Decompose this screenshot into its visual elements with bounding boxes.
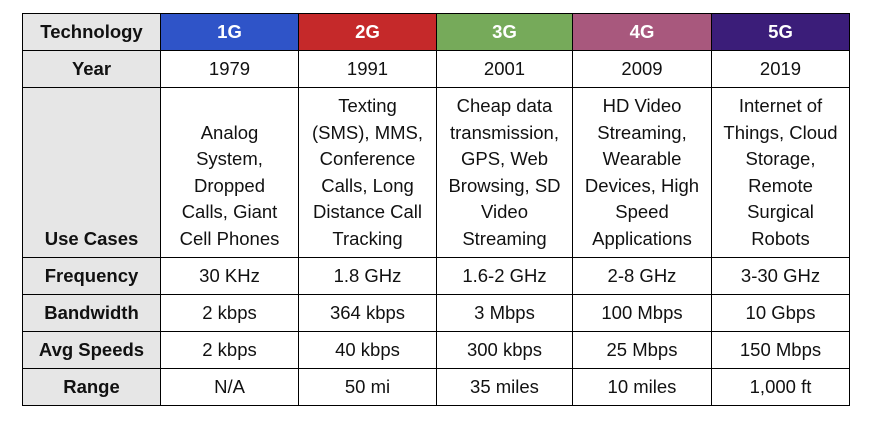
header-4g: 4G (572, 13, 712, 51)
header-row: Technology 1G 2G 3G 4G 5G (22, 13, 850, 51)
table-cell: Internet of Things, Cloud Storage, Remot… (711, 87, 850, 258)
table-cell: 2 kbps (160, 294, 299, 332)
table-cell: 2-8 GHz (572, 257, 712, 295)
table-cell: 1979 (160, 50, 299, 88)
table-row: Avg Speeds 2 kbps 40 kbps 300 kbps 25 Mb… (22, 331, 850, 369)
table-row: Year 1979 1991 2001 2009 2019 (22, 50, 850, 88)
table-cell: 1,000 ft (711, 368, 850, 406)
table-cell: 25 Mbps (572, 331, 712, 369)
row-label-bandwidth: Bandwidth (22, 294, 161, 332)
table-cell: 3 Mbps (436, 294, 573, 332)
row-label-frequency: Frequency (22, 257, 161, 295)
row-label-avg-speeds: Avg Speeds (22, 331, 161, 369)
table-cell: 1.8 GHz (298, 257, 437, 295)
table-cell: 2019 (711, 50, 850, 88)
table-cell: 2001 (436, 50, 573, 88)
header-1g: 1G (160, 13, 299, 51)
table-cell: 30 KHz (160, 257, 299, 295)
table-cell: HD Video Streaming, Wearable Devices, Hi… (572, 87, 712, 258)
table-cell: 300 kbps (436, 331, 573, 369)
table-cell: 100 Mbps (572, 294, 712, 332)
table-cell: 50 mi (298, 368, 437, 406)
table-cell: 10 Gbps (711, 294, 850, 332)
table-cell: 2 kbps (160, 331, 299, 369)
table-cell: 1991 (298, 50, 437, 88)
table-cell: 364 kbps (298, 294, 437, 332)
row-label-year: Year (22, 50, 161, 88)
table-cell: 3-30 GHz (711, 257, 850, 295)
generations-comparison-table: Technology 1G 2G 3G 4G 5G Year 1979 1991… (22, 13, 850, 406)
table-row: Frequency 30 KHz 1.8 GHz 1.6-2 GHz 2-8 G… (22, 257, 850, 295)
table-row: Range N/A 50 mi 35 miles 10 miles 1,000 … (22, 368, 850, 406)
table-cell: Cheap data transmission, GPS, Web Browsi… (436, 87, 573, 258)
table-cell: 10 miles (572, 368, 712, 406)
header-2g: 2G (298, 13, 437, 51)
table-row: Use Cases Analog System, Dropped Calls, … (22, 87, 850, 258)
table-cell: Texting (SMS), MMS, Conference Calls, Lo… (298, 87, 437, 258)
table-cell: 2009 (572, 50, 712, 88)
table-cell: 1.6-2 GHz (436, 257, 573, 295)
table-cell: Analog System, Dropped Calls, Giant Cell… (160, 87, 299, 258)
table-cell: N/A (160, 368, 299, 406)
table-cell: 150 Mbps (711, 331, 850, 369)
row-label-use-cases: Use Cases (22, 87, 161, 258)
header-5g: 5G (711, 13, 850, 51)
header-3g: 3G (436, 13, 573, 51)
row-label-range: Range (22, 368, 161, 406)
table-row: Bandwidth 2 kbps 364 kbps 3 Mbps 100 Mbp… (22, 294, 850, 332)
table-cell: 40 kbps (298, 331, 437, 369)
table-cell: 35 miles (436, 368, 573, 406)
header-label-technology: Technology (22, 13, 161, 51)
